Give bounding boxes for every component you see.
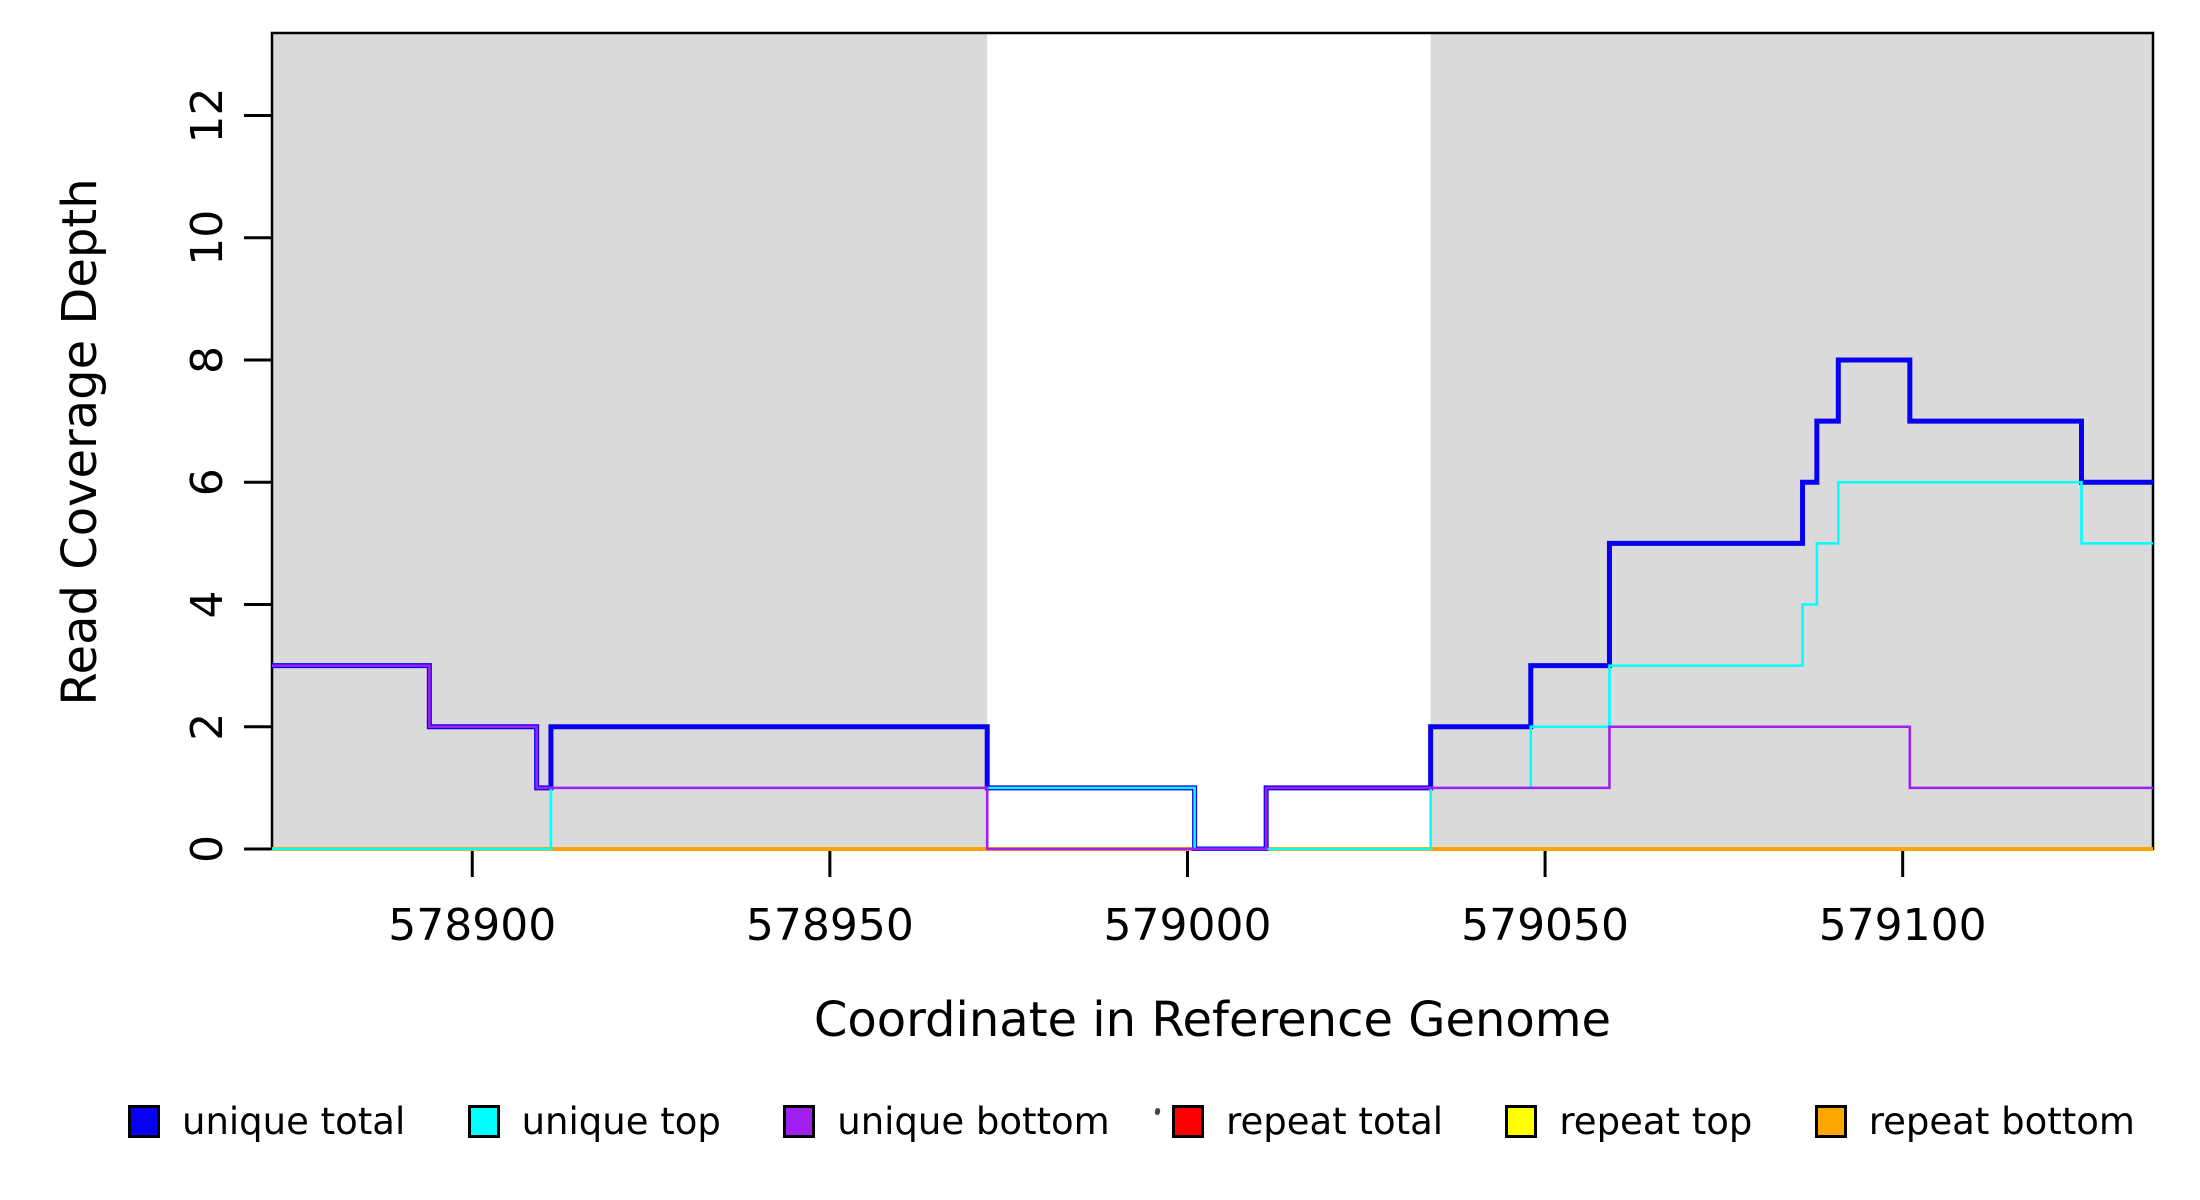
series-line-unique-top bbox=[272, 480, 2153, 851]
x-tick-label: 579050 bbox=[1461, 900, 1629, 951]
y-tick-label: 12 bbox=[182, 88, 233, 144]
legend-item-unique-total: unique total bbox=[128, 1100, 405, 1143]
legend-swatch-repeat-total bbox=[1172, 1105, 1205, 1138]
legend-label: repeat total bbox=[1226, 1100, 1444, 1143]
y-tick-label: 0 bbox=[182, 835, 233, 863]
coverage-chart: 578900 578950 579000 579050 579100 0 2 4 6 8 10 12 bbox=[182, 31, 2155, 951]
y-tick-label: 10 bbox=[182, 210, 233, 266]
x-tick-label: 578900 bbox=[388, 900, 556, 951]
legend-swatch-unique-total bbox=[128, 1105, 160, 1138]
legend-label: repeat bottom bbox=[1868, 1100, 2135, 1143]
legend-label: unique bottom bbox=[837, 1100, 1110, 1143]
legend-label: repeat top bbox=[1559, 1100, 1753, 1143]
x-axis-title: Coordinate in Reference Genome bbox=[813, 992, 1612, 1048]
x-tick-label: 579100 bbox=[1819, 900, 1987, 951]
legend-item-unique-top: unique top bbox=[467, 1100, 721, 1143]
legend-item-repeat-total: repeat total bbox=[1172, 1100, 1443, 1143]
legend-item-unique-bottom: unique bottom bbox=[783, 1100, 1110, 1143]
y-tick-label: 6 bbox=[182, 468, 233, 496]
legend-swatch-unique-bottom bbox=[783, 1105, 816, 1138]
shaded-region bbox=[272, 33, 988, 849]
shaded-region bbox=[1430, 33, 2153, 849]
legend-swatch-unique-top bbox=[467, 1105, 500, 1138]
x-tick-label: 578950 bbox=[746, 900, 914, 951]
legend-item-repeat-top: repeat top bbox=[1505, 1100, 1752, 1143]
legend-item-repeat-bottom: repeat bottom bbox=[1814, 1100, 2135, 1143]
x-tick-label: 579000 bbox=[1103, 900, 1271, 951]
chart-legend: unique total unique top unique bottom repea… bbox=[128, 1100, 2135, 1143]
y-tick-label: 8 bbox=[182, 346, 233, 374]
legend-swatch-repeat-top bbox=[1505, 1105, 1538, 1138]
legend-label: unique top bbox=[521, 1100, 721, 1143]
y-axis-title: Read Coverage Depth bbox=[52, 178, 108, 706]
legend-label: unique total bbox=[182, 1100, 406, 1143]
series-line-unique-bottom bbox=[272, 664, 2153, 851]
legend-swatch-repeat-bottom bbox=[1814, 1105, 1847, 1138]
y-tick-label: 4 bbox=[182, 591, 233, 619]
y-tick-label: 2 bbox=[182, 713, 233, 741]
